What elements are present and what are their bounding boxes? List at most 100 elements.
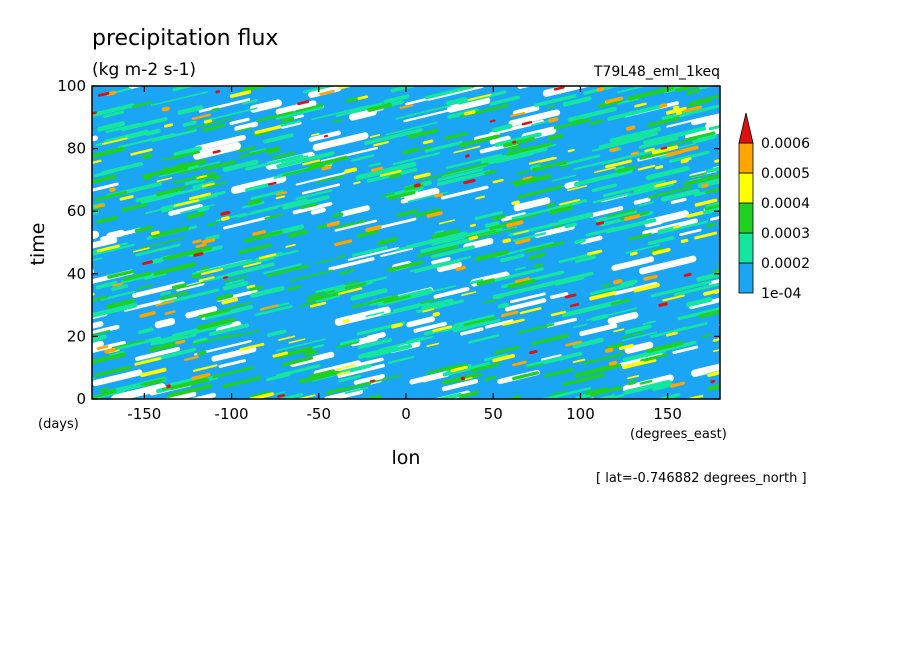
field-streak	[707, 384, 720, 391]
field-gap	[421, 372, 450, 383]
field-core	[492, 353, 516, 363]
field-streak	[298, 370, 340, 384]
field-streak	[459, 390, 480, 399]
field-core	[510, 111, 526, 118]
field-streak	[646, 116, 680, 128]
field-streak	[150, 91, 208, 107]
field-streak	[379, 335, 434, 351]
field-core	[163, 123, 174, 128]
field-streak	[533, 94, 577, 107]
field-streak	[463, 316, 496, 327]
field-core	[739, 297, 746, 302]
field-core	[461, 291, 477, 297]
field-peak	[569, 303, 580, 308]
colorbar-segment	[738, 202, 754, 234]
field-core	[203, 119, 213, 124]
field-core	[665, 331, 678, 337]
field-streak	[167, 384, 212, 398]
field-core	[96, 244, 120, 253]
field-streak	[344, 280, 359, 286]
field-streak	[647, 236, 675, 246]
field-core	[192, 239, 202, 244]
field-streak	[92, 103, 135, 122]
field-streak	[601, 283, 611, 288]
field-streak	[723, 385, 766, 399]
field-core	[609, 147, 620, 152]
field-core	[104, 347, 117, 354]
field-streak	[182, 120, 197, 127]
field-core	[515, 238, 531, 245]
field-streak	[392, 301, 430, 313]
field-core	[94, 203, 105, 209]
field-core	[288, 338, 306, 344]
colorbar: 1e-04 0.0002 0.0003 0.0004 0.0005 0.0006	[738, 112, 810, 302]
field-gap	[334, 219, 378, 232]
field-core	[589, 290, 617, 301]
field-core	[132, 247, 150, 253]
field-gap	[579, 323, 618, 337]
field-peak	[460, 376, 466, 381]
field-streak	[697, 172, 720, 189]
field-core	[513, 230, 529, 235]
field-streak	[105, 298, 135, 309]
field-peak	[267, 181, 277, 186]
field-streak	[92, 295, 108, 307]
field-core	[624, 214, 641, 221]
field-peak	[529, 349, 538, 355]
field-streak	[282, 164, 324, 177]
field-gap	[513, 197, 551, 212]
field-streak	[121, 117, 168, 132]
field-gap	[404, 187, 440, 202]
field-streak	[156, 187, 183, 197]
field-streak	[441, 401, 458, 407]
field-streak	[528, 386, 592, 399]
field-gap	[310, 207, 326, 215]
field-streak	[620, 279, 638, 287]
field-streak	[357, 338, 393, 350]
field-streak	[414, 259, 461, 273]
field-core	[593, 166, 616, 174]
field-streak	[468, 334, 500, 344]
field-core	[258, 253, 277, 260]
field-streak	[677, 306, 720, 321]
field-streak	[116, 336, 162, 350]
field-streak	[281, 116, 295, 124]
field-core	[213, 76, 234, 84]
field-streak	[51, 399, 74, 406]
field-streak	[472, 76, 500, 85]
field-streak	[174, 281, 205, 290]
field-streak	[236, 127, 252, 133]
field-streak	[614, 166, 625, 171]
field-streak	[161, 288, 220, 305]
field-streak	[638, 201, 655, 207]
field-streak	[642, 320, 656, 326]
field-core	[572, 358, 586, 364]
field-streak	[621, 331, 658, 342]
field-gap	[508, 109, 561, 127]
field-streak	[139, 237, 186, 250]
field-streak	[307, 289, 336, 299]
field-core	[613, 328, 625, 333]
field-core	[680, 238, 689, 244]
field-core	[92, 103, 93, 109]
field-streak	[747, 326, 770, 333]
field-peak	[521, 120, 533, 126]
field-core	[522, 176, 533, 180]
field-gap	[193, 339, 252, 356]
colorbar-segment	[738, 172, 754, 204]
field-streak	[469, 278, 484, 285]
field-core	[712, 333, 720, 342]
field-core	[336, 370, 350, 376]
colorbar-label: 0.0002	[761, 256, 810, 272]
field-core	[694, 231, 718, 240]
field-streak	[598, 132, 658, 149]
field-core	[502, 318, 525, 326]
field-streak	[62, 250, 86, 260]
field-gap	[330, 357, 384, 374]
field-gap	[92, 230, 100, 242]
field-peak	[220, 210, 231, 216]
field-core	[550, 310, 567, 317]
colorbar-segment	[738, 262, 754, 294]
field-streak	[512, 232, 547, 242]
field-core	[285, 243, 296, 248]
